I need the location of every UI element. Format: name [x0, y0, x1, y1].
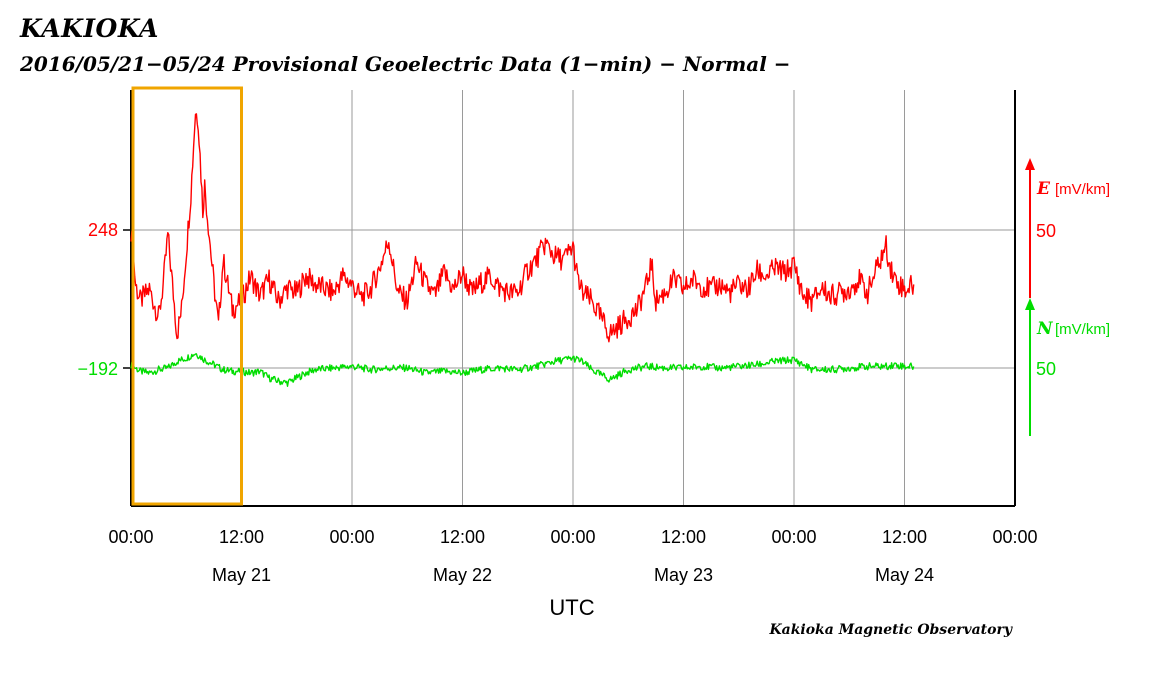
- x-tick-labels: 00:00 12:00 00:00 12:00 00:00 12:00 00:00 12:00…: [108, 527, 1037, 547]
- highlight-box: [131, 86, 243, 506]
- n-unit-symbol: N: [1036, 319, 1054, 339]
- n-unit-label: [mV/km]: [1055, 321, 1110, 338]
- n-ref-label: −192: [77, 359, 118, 379]
- n-scale-label: 50: [1036, 359, 1056, 379]
- x-tick-label: 00:00: [550, 527, 595, 547]
- x-tick-label: 00:00: [329, 527, 374, 547]
- x-tick-label: 12:00: [440, 527, 485, 547]
- x-tick-label: 12:00: [661, 527, 706, 547]
- e-ref-label: 248: [88, 220, 118, 240]
- e-unit-label: [mV/km]: [1055, 181, 1110, 198]
- e-scale-label: 50: [1036, 221, 1056, 241]
- x-tick-label: 00:00: [108, 527, 153, 547]
- x-tick-label: 12:00: [882, 527, 927, 547]
- date-label: May 21: [212, 565, 271, 585]
- date-label: May 22: [433, 565, 492, 585]
- highlight-rect: [131, 86, 243, 506]
- date-label: May 23: [654, 565, 713, 585]
- series-layer: [130, 113, 915, 387]
- e-unit-symbol: E: [1036, 179, 1051, 199]
- x-axis-label: UTC: [549, 595, 594, 620]
- n-scale-arrow: [1025, 298, 1035, 436]
- chart-subtitle: 2016/05/21−05/24 Provisional Geoelectric…: [20, 52, 791, 76]
- observatory-credit: Kakioka Magnetic Observatory: [769, 622, 1012, 638]
- plot-frame: [123, 90, 1016, 507]
- x-tick-label: 12:00: [219, 527, 264, 547]
- date-labels: May 21 May 22 May 23 May 24: [212, 565, 934, 585]
- date-label: May 24: [875, 565, 934, 585]
- n-series-line: [130, 353, 915, 387]
- x-tick-label: 00:00: [771, 527, 816, 547]
- x-tick-label: 00:00: [992, 527, 1037, 547]
- e-scale-arrow: [1025, 158, 1035, 298]
- station-title: KAKIOKA: [20, 14, 159, 43]
- e-series-line: [130, 113, 915, 343]
